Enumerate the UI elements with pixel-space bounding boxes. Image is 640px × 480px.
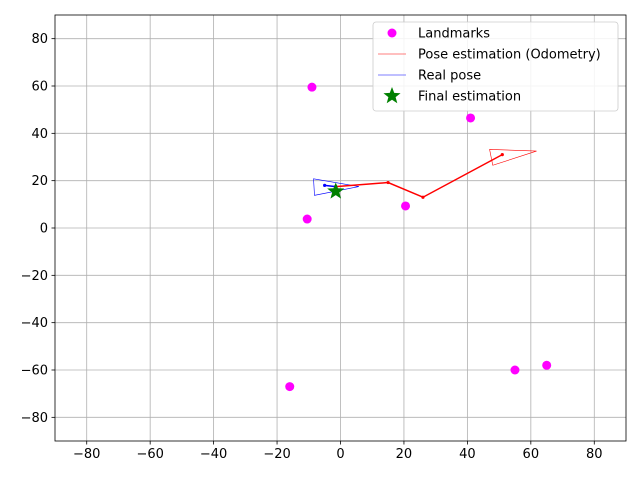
- y-tick-label: 60: [31, 80, 48, 95]
- plot-area: [285, 82, 552, 392]
- axes: −80 −60 −40 −20 0 20 40 60 80 −80 −60 −40 −20 0 20 40 60…: [21, 14, 627, 462]
- x-tick-label: 60: [523, 447, 540, 462]
- y-tick-label: 0: [40, 222, 48, 237]
- axes-frame: [54, 14, 627, 442]
- legend-label: Real pose: [418, 69, 481, 84]
- landmark-point: [302, 214, 312, 224]
- legend-label: Final estimation: [418, 90, 521, 105]
- trajectory-point: [421, 195, 425, 199]
- legend: Landmarks Pose estimation (Odometry) Real …: [372, 21, 619, 112]
- y-tick-label: −60: [21, 364, 48, 379]
- x-tick-label: 40: [459, 447, 476, 462]
- legend-label: Landmarks: [418, 27, 490, 42]
- x-tick-label: −40: [200, 447, 227, 462]
- legend-label: Pose estimation (Odometry): [418, 48, 601, 63]
- odometry-pose-triangle: [489, 149, 537, 166]
- legend-box: [372, 21, 619, 112]
- landmark-point: [285, 382, 295, 392]
- x-tick-label: −80: [73, 447, 100, 462]
- landmark-point: [510, 365, 520, 375]
- landmark-point: [401, 201, 411, 211]
- legend-landmark-icon: [387, 28, 397, 38]
- legend-star-icon: [383, 87, 401, 104]
- x-tick-label: 20: [396, 447, 413, 462]
- y-tick-label: 20: [31, 174, 48, 189]
- x-tick-label: 80: [586, 447, 603, 462]
- y-tick-label: −80: [21, 411, 48, 426]
- real-trajectory: [324, 184, 336, 188]
- x-tick-label: −60: [136, 447, 163, 462]
- y-tick-label: −40: [21, 316, 48, 331]
- trajectory-point: [386, 180, 390, 185]
- landmark-point: [307, 82, 317, 92]
- x-tick-label: −20: [263, 447, 290, 462]
- trajectory-point: [500, 153, 504, 157]
- y-tick-label: −20: [21, 269, 48, 284]
- y-tick-label: 80: [31, 32, 48, 47]
- trajectory-point: [323, 183, 327, 187]
- landmark-point: [542, 360, 552, 370]
- y-tick-label: 40: [31, 127, 48, 142]
- final-estimation-star: [327, 182, 345, 199]
- odometry-trajectory: [335, 153, 503, 199]
- x-tick-label: 0: [336, 447, 344, 462]
- landmark-point: [466, 113, 476, 123]
